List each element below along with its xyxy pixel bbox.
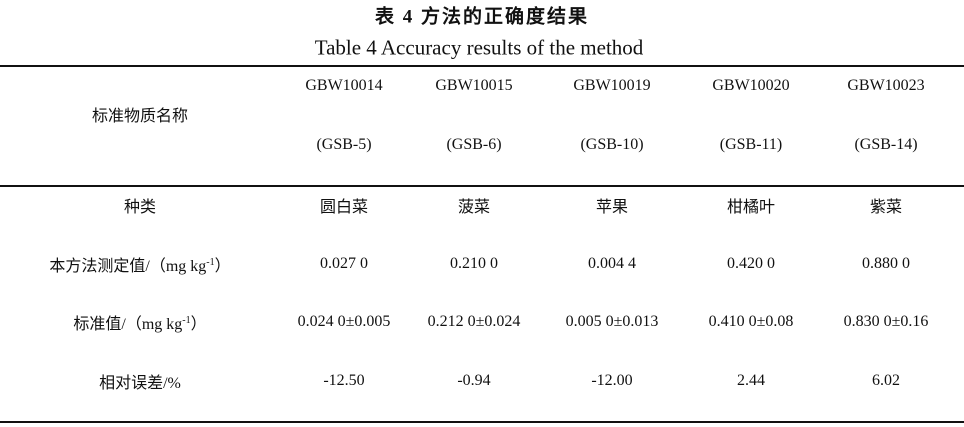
table-cell: 菠菜 xyxy=(457,199,491,216)
row-label-text: 种类 xyxy=(123,199,157,216)
table-cell: 柑橘叶 xyxy=(726,199,776,216)
table-cell: 0.410 0±0.08 xyxy=(708,313,794,330)
column-alias: (GSB-10) xyxy=(580,136,644,153)
row-label: 本方法测定值/（mg kg-1） xyxy=(49,252,230,276)
table-cell: -12.50 xyxy=(323,372,365,389)
column-alias: (GSB-5) xyxy=(316,136,372,153)
table-cell: 0.024 0±0.005 xyxy=(297,313,391,330)
table-cell: 苹果 xyxy=(595,199,629,216)
column-code: GBW10023 xyxy=(847,77,925,94)
column-alias: (GSB-11) xyxy=(719,136,783,153)
column-alias: (GSB-6) xyxy=(446,136,502,153)
column-code: GBW10015 xyxy=(435,77,513,94)
table-cell: 0.880 0 xyxy=(862,255,910,272)
table-cell: 0.420 0 xyxy=(727,255,775,272)
row-label-sup: -1 xyxy=(182,315,191,326)
caption-en: Table 4 Accuracy results of the method xyxy=(314,35,644,60)
table-cell: 2.44 xyxy=(737,372,765,389)
header-label: 标准物质名称 xyxy=(91,108,189,125)
table-cell: 6.02 xyxy=(872,372,900,389)
column-code: GBW10014 xyxy=(305,77,383,94)
table-cell: 圆白菜 xyxy=(319,199,369,216)
table-cell: 紫菜 xyxy=(869,199,903,216)
row-label-end: ） xyxy=(190,316,207,333)
top-rule xyxy=(0,65,964,67)
column-code: GBW10019 xyxy=(573,77,651,94)
row-label-text: 本方法测定值/（mg kg xyxy=(49,258,207,275)
row-label-sup: -1 xyxy=(206,257,215,268)
table-cell: 0.005 0±0.013 xyxy=(565,313,659,330)
table-cell: 0.212 0±0.024 xyxy=(427,313,521,330)
table-cell: -12.00 xyxy=(591,372,633,389)
row-label-text: 标准值/（mg kg xyxy=(73,316,183,333)
table-cell: 0.004 4 xyxy=(588,255,636,272)
row-label-text: 相对误差/% xyxy=(99,375,181,392)
row-label: 种类 xyxy=(124,193,156,217)
table-cell: 0.027 0 xyxy=(320,255,368,272)
column-code: GBW10020 xyxy=(712,77,790,94)
table-cell: -0.94 xyxy=(457,372,491,389)
header-rule xyxy=(0,185,964,187)
table-cell: 0.830 0±0.16 xyxy=(843,313,929,330)
row-label: 标准值/（mg kg-1） xyxy=(73,310,206,334)
column-alias: (GSB-14) xyxy=(854,136,918,153)
row-label: 相对误差/% xyxy=(99,369,181,393)
bottom-rule xyxy=(0,421,964,423)
row-label-end: ） xyxy=(214,258,231,275)
table-cell: 0.210 0 xyxy=(450,255,498,272)
caption-zh: 表 4 方法的正确度结果 xyxy=(374,6,590,28)
